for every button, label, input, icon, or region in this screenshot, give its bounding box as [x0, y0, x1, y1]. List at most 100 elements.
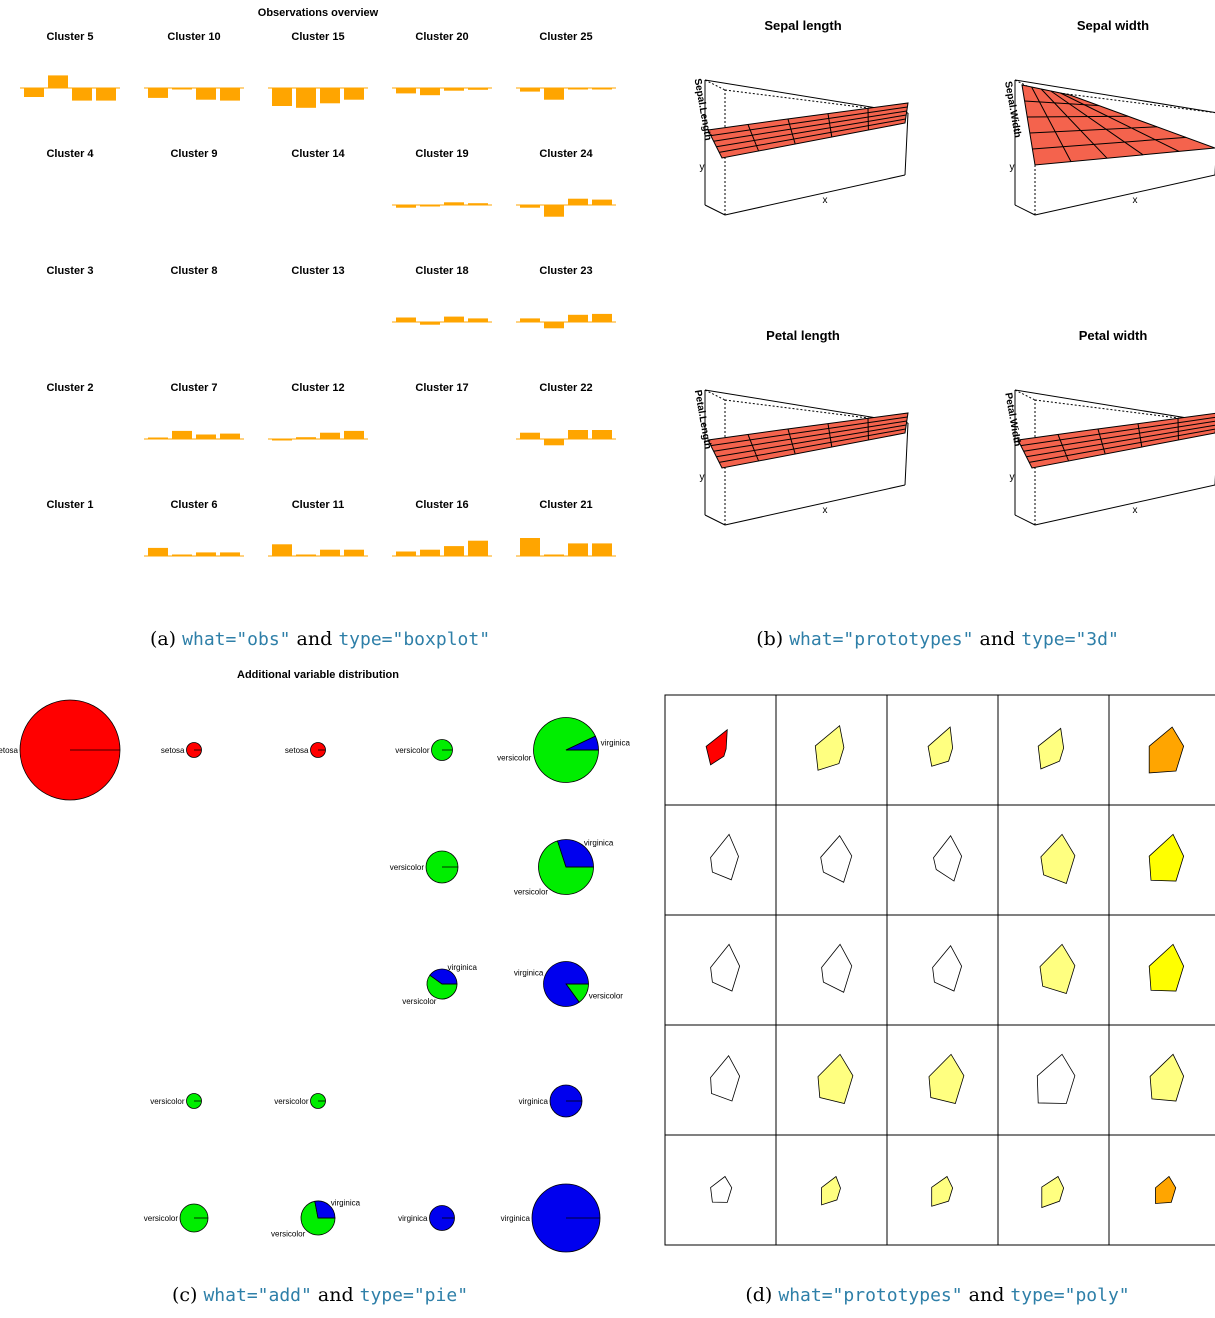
cluster-bar — [272, 88, 292, 106]
pie-label: virginica — [331, 1199, 361, 1208]
pie-label: versicolor — [150, 1097, 185, 1106]
cluster-label: Cluster 20 — [415, 31, 468, 43]
3d-mesh-line — [1023, 420, 1215, 452]
caption-b-prefix: (b) — [756, 628, 790, 650]
3d-zlabel: Petal.Length — [692, 389, 713, 450]
cluster-bar — [344, 88, 364, 100]
cluster-bar — [568, 543, 588, 556]
3d-mesh-line — [1026, 424, 1215, 458]
cluster-bar — [296, 437, 316, 439]
pie-label: versicolor — [497, 754, 532, 763]
pie-label: virginica — [398, 1214, 428, 1223]
cluster-bar — [544, 88, 564, 100]
3d-xlabel: x — [823, 195, 828, 206]
3d-mesh-line — [710, 416, 908, 447]
cluster-label: Cluster 19 — [415, 148, 468, 160]
cluster-bar — [220, 433, 240, 439]
caption-b-and: and — [973, 628, 1022, 650]
pie-label: versicolor — [395, 746, 430, 755]
3d-mesh-line — [787, 429, 796, 455]
poly-grid-frame — [664, 694, 1215, 1246]
cluster-bar — [172, 88, 192, 90]
pie-label: setosa — [161, 746, 185, 755]
obs-overview-chart: Observations overview Cluster 5 Cluster 10… — [20, 7, 616, 557]
cluster-bar — [296, 554, 316, 556]
panel-prototypes-poly — [660, 660, 1215, 1260]
prototype-polygon — [710, 833, 739, 881]
cluster-bar — [468, 203, 488, 205]
caption-d-type: type="poly" — [1010, 1285, 1130, 1306]
prototype-polygon — [821, 943, 853, 993]
cluster-label: Cluster 23 — [539, 265, 592, 277]
panel-add-pie: Additional variable distribution setosa se… — [0, 660, 640, 1260]
cluster-label: Cluster 22 — [539, 382, 592, 394]
3d-box-edge — [1034, 174, 1215, 216]
3d-mesh-line — [719, 118, 906, 153]
cluster-label: Cluster 15 — [291, 31, 344, 43]
3d-box-edge — [724, 484, 906, 526]
3d-box-edge — [904, 422, 909, 486]
prototype-polygon — [1149, 1053, 1185, 1102]
3d-plot-title: Sepal length — [764, 18, 841, 33]
pie-label: setosa — [0, 746, 19, 755]
cluster-label: Cluster 5 — [46, 31, 93, 43]
pie-label: versicolor — [390, 863, 425, 872]
cluster-bar — [196, 434, 216, 439]
caption-a-prefix: (a) — [149, 628, 183, 650]
3d-box-edge — [724, 174, 906, 216]
3d-ylabel: y — [700, 472, 705, 483]
cluster-label: Cluster 18 — [415, 265, 468, 277]
cluster-bar — [468, 540, 488, 556]
cluster-bar — [148, 88, 168, 98]
3d-plot-title: Sepal width — [1077, 18, 1149, 33]
pie-label: versicolor — [271, 1229, 306, 1238]
3d-mesh-line — [716, 114, 907, 148]
prototype-polygon — [1148, 833, 1185, 882]
pie-title: Additional variable distribution — [237, 669, 399, 681]
cluster-bar — [48, 75, 68, 88]
cluster-label: Cluster 8 — [170, 265, 217, 277]
3d-box-edge — [904, 112, 909, 176]
cluster-bar — [148, 547, 168, 556]
cluster-bar — [444, 202, 464, 205]
prototype-polygon — [933, 834, 963, 882]
3d-box-edge — [1034, 484, 1215, 526]
cluster-bar — [172, 554, 192, 556]
cluster-bar — [320, 432, 340, 439]
3d-mesh-line — [713, 420, 907, 452]
cluster-bar — [72, 88, 92, 101]
3d-mesh-line — [827, 423, 833, 448]
cluster-label: Cluster 12 — [291, 382, 344, 394]
3d-mesh-line — [1040, 88, 1108, 159]
3d-mesh-line — [1057, 434, 1070, 462]
cluster-bar — [344, 549, 364, 556]
pie-label: versicolor — [144, 1214, 179, 1223]
cluster-bar — [544, 554, 564, 556]
caption-c-and: and — [311, 1284, 360, 1306]
caption-b-what: what="prototypes" — [789, 629, 974, 650]
cluster-bar — [220, 552, 240, 556]
3d-mesh-line — [1029, 126, 1158, 134]
pie-slice — [426, 974, 458, 1000]
3d-mesh-line — [747, 434, 760, 462]
cluster-bar — [196, 552, 216, 556]
cluster-bar — [396, 551, 416, 556]
prototype-polygon — [1036, 1053, 1076, 1104]
prototype-polygon — [710, 1054, 741, 1102]
cluster-bar — [420, 88, 440, 96]
cluster-label: Cluster 11 — [292, 499, 345, 511]
cluster-label: Cluster 21 — [539, 499, 592, 511]
3d-mesh-line — [1097, 429, 1106, 455]
3d-plot-title: Petal length — [766, 328, 840, 343]
3d-box-edge — [1014, 79, 1215, 114]
pie-label: versicolor — [274, 1097, 309, 1106]
cluster-label: Cluster 24 — [539, 148, 593, 160]
3d-box-edge — [1034, 89, 1215, 114]
cluster-bar — [24, 88, 44, 97]
cluster-bar — [420, 205, 440, 207]
prototype-polygon — [1041, 1175, 1065, 1209]
cluster-label: Cluster 10 — [167, 31, 220, 43]
cluster-bar — [420, 322, 440, 325]
cluster-bar — [468, 88, 488, 90]
cluster-label: Cluster 6 — [170, 499, 217, 511]
